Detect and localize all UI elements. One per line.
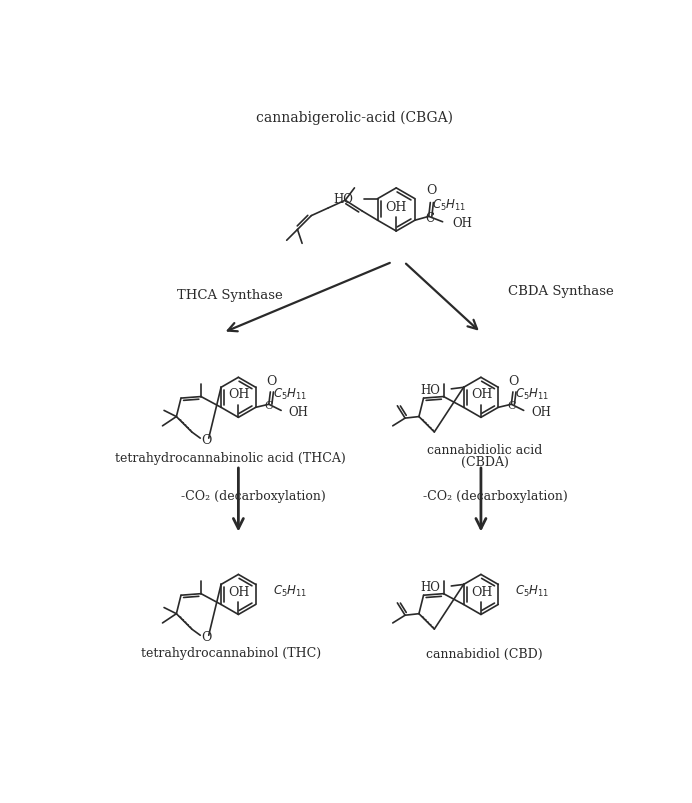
Text: HO: HO <box>333 193 353 206</box>
Text: cannabidiol (CBD): cannabidiol (CBD) <box>426 646 543 659</box>
Text: CBDA Synthase: CBDA Synthase <box>508 284 614 297</box>
Text: -CO₂ (decarboxylation): -CO₂ (decarboxylation) <box>181 490 325 503</box>
Text: OH: OH <box>471 585 493 597</box>
Text: (CBDA): (CBDA) <box>461 455 509 468</box>
Text: OH: OH <box>531 406 552 419</box>
Text: $C_5H_{11}$: $C_5H_{11}$ <box>273 386 307 402</box>
Text: OH: OH <box>453 217 473 230</box>
Text: HO: HO <box>421 581 441 593</box>
Text: OH: OH <box>228 388 250 401</box>
Text: -CO₂ (decarboxylation): -CO₂ (decarboxylation) <box>424 490 568 503</box>
Text: O: O <box>201 630 212 643</box>
Text: tetrahydrocannabinolic acid (THCA): tetrahydrocannabinolic acid (THCA) <box>116 451 346 464</box>
Text: C: C <box>425 211 434 224</box>
Text: O: O <box>201 434 212 446</box>
Text: $C_5H_{11}$: $C_5H_{11}$ <box>273 583 307 598</box>
Text: cannabigerolic-acid (CBGA): cannabigerolic-acid (CBGA) <box>256 110 453 124</box>
Text: THCA Synthase: THCA Synthase <box>176 288 282 301</box>
Text: $C_5H_{11}$: $C_5H_{11}$ <box>432 198 466 213</box>
Text: tetrahydrocannabinol (THC): tetrahydrocannabinol (THC) <box>140 646 321 659</box>
Text: OH: OH <box>228 585 250 597</box>
Text: $C_5H_{11}$: $C_5H_{11}$ <box>516 386 549 402</box>
Text: OH: OH <box>471 388 493 401</box>
Text: HO: HO <box>421 384 441 397</box>
Text: C: C <box>264 401 273 410</box>
Text: O: O <box>427 184 437 197</box>
Text: OH: OH <box>385 200 407 214</box>
Text: $C_5H_{11}$: $C_5H_{11}$ <box>516 583 549 598</box>
Text: cannabidiolic acid: cannabidiolic acid <box>427 443 543 457</box>
Text: O: O <box>509 375 519 388</box>
Text: C: C <box>507 401 516 410</box>
Text: OH: OH <box>289 406 309 419</box>
Text: O: O <box>266 375 276 388</box>
